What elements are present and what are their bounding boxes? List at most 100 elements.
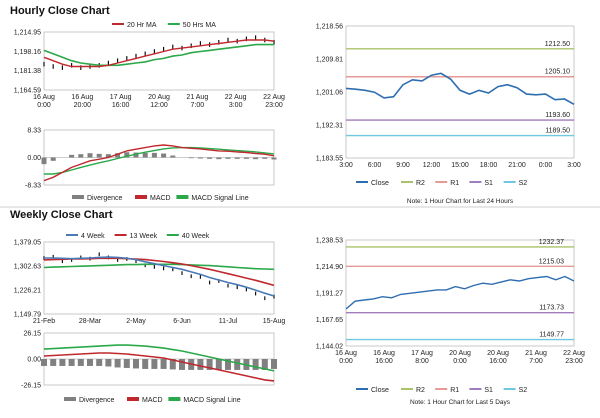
weekly-divergence-bar — [87, 359, 93, 366]
week-close-line — [345, 275, 575, 310]
hourly-price-y-tick: 1,198.16 — [14, 49, 41, 56]
hourly-week-x-tick: 22 Aug — [563, 350, 585, 357]
hourly-price-x-tick: 23:00 — [265, 102, 283, 109]
divergence-bar — [271, 157, 277, 160]
week-level-s2-label: 1149.77 — [539, 332, 564, 339]
weekly-divergence-bar — [271, 359, 277, 369]
weekly-divergence-bar — [123, 359, 130, 368]
hourly-week-legend-label: R1 — [450, 387, 459, 394]
weekly-divergence-bar — [105, 359, 112, 367]
weekly-divergence-bar — [96, 359, 103, 366]
level-s1-label: 1193.60 — [545, 112, 570, 119]
hourly-price-x-tick: 20:00 — [74, 102, 92, 109]
hourly-24h-legend-label: R2 — [416, 180, 425, 187]
hourly-week-y-tick: 1,238.53 — [316, 238, 343, 245]
weekly-divergence-bar — [252, 359, 259, 370]
divergence-bar — [142, 152, 148, 158]
hourly-24h-x-tick: 12:00 — [423, 162, 441, 169]
divergence-bar — [188, 157, 194, 159]
ma-fast-line — [43, 39, 275, 68]
hourly-week-legend-label: S1 — [484, 387, 493, 394]
divergence-bar — [243, 157, 249, 159]
hourly-24h-note: Note: 1 Hour Chart for Last 24 Hours — [407, 198, 514, 205]
weekly-divergence-bar — [68, 359, 75, 366]
weekly-price-legend-label: 40 Week — [182, 233, 210, 240]
hourly-week-y-tick: 1,191.27 — [316, 291, 343, 298]
hourly-macd-y-tick: -8.33 — [25, 183, 41, 190]
divergence-bar — [151, 152, 157, 158]
hourly-macd-legend-swatch — [72, 195, 84, 199]
hourly-week-y-tick: 1,214.90 — [316, 264, 343, 271]
divergence-bar — [41, 157, 47, 165]
hourly-week-note: Note: 1 Hour Chart for Last 5 Days — [410, 399, 511, 406]
divergence-bar — [69, 154, 75, 158]
hourly-24h-x-tick: 3:00 — [339, 162, 353, 169]
hourly-price-x-tick: 16:00 — [112, 102, 130, 109]
weekly-price-legend-label: 13 Week — [130, 233, 158, 240]
weekly-signal-line — [43, 344, 275, 372]
weekly-macd-legend-label: MACD Signal Line — [183, 397, 240, 404]
hourly-price-x-tick: 0:00 — [37, 102, 51, 109]
divergence-bar — [216, 157, 222, 160]
hourly-price-x-tick: 17 Aug — [110, 94, 132, 101]
hourly-price-y-tick: 1,214.95 — [14, 30, 41, 37]
hourly-price-y-tick: 1,181.38 — [14, 68, 41, 75]
hourly-week-x-tick: 17 Aug — [411, 350, 433, 357]
divergence-bar — [262, 157, 268, 159]
divergence-bar — [253, 157, 259, 160]
weekly-macd-line — [43, 352, 275, 382]
hourly-24h-legend-label: Close — [371, 180, 389, 187]
weekly-divergence-bar — [41, 359, 47, 366]
divergence-bar — [124, 152, 130, 158]
hourly-24h-x-tick: 15:00 — [451, 162, 469, 169]
weekly-price-y-tick: 1,302.63 — [14, 264, 41, 271]
weekly-price-x-tick: 21-Feb — [33, 318, 55, 325]
divergence-bar — [234, 157, 240, 159]
hourly-week-x-tick: 16:00 — [375, 358, 393, 365]
signal-line — [44, 146, 275, 175]
hourly-24h-y-tick: 1,192.31 — [316, 123, 343, 130]
weekly-divergence-bar — [77, 359, 84, 366]
hourly-price-legend-label: 50 Hrs MA — [183, 22, 216, 29]
divergence-bar — [197, 157, 203, 159]
hourly-24h-x-tick: 3:00 — [567, 162, 581, 169]
weekly-macd-legend-swatch — [64, 397, 76, 401]
divergence-bar — [225, 157, 231, 159]
hourly-price-x-tick: 16 Aug — [33, 94, 55, 101]
week-level-r2-label: 1232.37 — [539, 239, 564, 246]
hourly-macd-legend-label: Divergence — [87, 195, 123, 202]
weekly-divergence-bar — [234, 359, 241, 370]
weekly-price-plot-frame — [43, 241, 275, 315]
weekly-price-x-tick: 28-Mar — [79, 318, 102, 325]
hourly-24h-x-tick: 21:00 — [508, 162, 526, 169]
ma-slow-line — [43, 43, 274, 67]
weekly-macd-legend-swatch — [127, 397, 139, 401]
hourly-price-y-tick: 1,164.59 — [14, 88, 41, 95]
weekly-section-title: Weekly Close Chart — [10, 209, 113, 221]
weekly-divergence-bar — [169, 359, 176, 370]
week-level-s1-label: 1173.73 — [539, 305, 564, 312]
hourly-week-legend-label: S2 — [519, 387, 528, 394]
hourly-price-x-tick: 12:00 — [150, 102, 168, 109]
weekly-price-x-tick: 11-Jul — [219, 318, 238, 325]
hourly-week-x-tick: 21 Aug — [525, 350, 547, 357]
divergence-bar — [207, 157, 213, 159]
weekly-divergence-bar — [133, 359, 139, 369]
weekly-divergence-bar — [151, 359, 158, 369]
weekly-macd-legend-label: Divergence — [79, 397, 115, 404]
weekly-divergence-bar — [114, 359, 121, 368]
hourly-week-y-tick: 1,167.65 — [316, 317, 343, 324]
weekly-divergence-bar — [179, 359, 185, 370]
level-s2-label: 1189.50 — [545, 128, 570, 135]
week-level-r1-label: 1215.03 — [539, 258, 564, 265]
hourly-price-x-tick: 16 Aug — [71, 94, 93, 101]
hourly-price-x-tick: 22 Aug — [263, 94, 285, 101]
weekly-divergence-bar — [59, 359, 66, 366]
weekly-price-x-tick: 6-Jun — [173, 318, 191, 325]
hourly-macd-legend-swatch — [176, 195, 189, 199]
weekly-divergence-bar — [160, 359, 167, 369]
hourly-24h-legend-label: S2 — [519, 180, 528, 187]
hourly-week-x-tick: 20 Aug — [487, 350, 509, 357]
